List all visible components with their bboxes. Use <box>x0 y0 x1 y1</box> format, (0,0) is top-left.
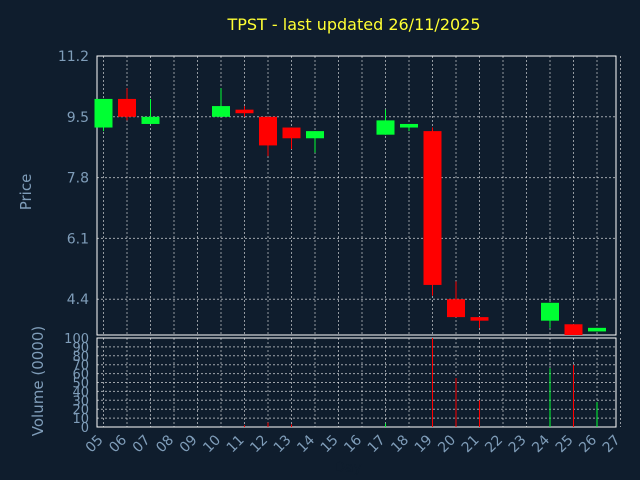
volume-tick-label: 30 <box>72 394 89 409</box>
x-tick-label: 17 <box>365 432 389 456</box>
chart-title: TPST - last updated 26/11/2025 <box>226 15 480 34</box>
candle-body <box>400 123 418 128</box>
price-tick-label: 6.1 <box>67 231 89 247</box>
volume-tick-label: 60 <box>72 368 89 383</box>
candle-body <box>423 131 442 285</box>
x-tick-label: 16 <box>341 432 365 456</box>
candle-body <box>376 120 395 135</box>
candle-body <box>306 131 324 139</box>
candle-body <box>564 324 583 335</box>
volume-tick-label: 90 <box>72 341 89 356</box>
price-tick-label: 4.4 <box>67 292 89 308</box>
candle-body <box>235 109 254 114</box>
x-tick-label: 07 <box>130 432 154 456</box>
candle-body <box>588 327 606 332</box>
x-tick-label: 15 <box>318 432 342 456</box>
volume-tick-label: 80 <box>72 350 89 365</box>
volume-axis-label: Volume (0000) <box>29 326 47 436</box>
price-tick-label: 7.8 <box>67 171 89 187</box>
x-tick-label: 23 <box>506 432 530 456</box>
x-tick-label: 06 <box>106 432 130 456</box>
volume-tick-label: 20 <box>72 403 89 418</box>
candle-body <box>94 98 113 128</box>
x-tick-label: 09 <box>177 432 201 456</box>
x-tick-label: 18 <box>388 432 412 456</box>
x-tick-label: 27 <box>600 432 624 456</box>
x-tick-label: 10 <box>200 432 224 456</box>
x-tick-label: 22 <box>482 432 506 456</box>
price-tick-label: 11.2 <box>58 49 89 65</box>
candle-body <box>118 98 136 117</box>
candle-body <box>470 317 489 321</box>
volume-tick-label: 0 <box>81 421 89 436</box>
x-tick-label: 20 <box>435 432 459 456</box>
candle-body <box>447 299 465 318</box>
x-tick-label: 24 <box>529 432 553 456</box>
volume-tick-label: 100 <box>64 332 89 347</box>
price-panel: 11.2 9.5 7.8 6.1 4.4 <box>58 49 621 336</box>
x-tick-label: 11 <box>224 432 248 456</box>
candle-body <box>259 116 277 146</box>
x-tick-label: 12 <box>247 432 271 456</box>
x-tick-label: 08 <box>153 432 177 456</box>
price-axis-label: Price <box>17 174 35 211</box>
x-axis: 05 06 07 08 09 10 11 12 13 14 15 16 17 18 19 20 21 22 23 24… <box>83 432 624 456</box>
volume-tick-label: 50 <box>72 377 89 392</box>
price-tick-label: 9.5 <box>67 110 89 126</box>
volume-tick-label: 40 <box>72 385 89 400</box>
candle-body <box>141 116 160 124</box>
x-tick-label: 25 <box>553 432 577 456</box>
x-tick-label: 21 <box>459 432 483 456</box>
price-panel-frame <box>96 55 617 336</box>
x-tick-label: 14 <box>294 432 318 456</box>
candle-body <box>282 127 301 139</box>
volume-tick-label: 70 <box>72 359 89 374</box>
x-axis-label: Day <box>334 460 362 476</box>
x-tick-label: 13 <box>271 432 295 456</box>
x-tick-label: 19 <box>412 432 436 456</box>
volume-tick-label: 10 <box>72 412 89 427</box>
candle-body <box>212 106 230 117</box>
x-tick-label: 26 <box>576 432 600 456</box>
candle-body <box>541 302 559 321</box>
